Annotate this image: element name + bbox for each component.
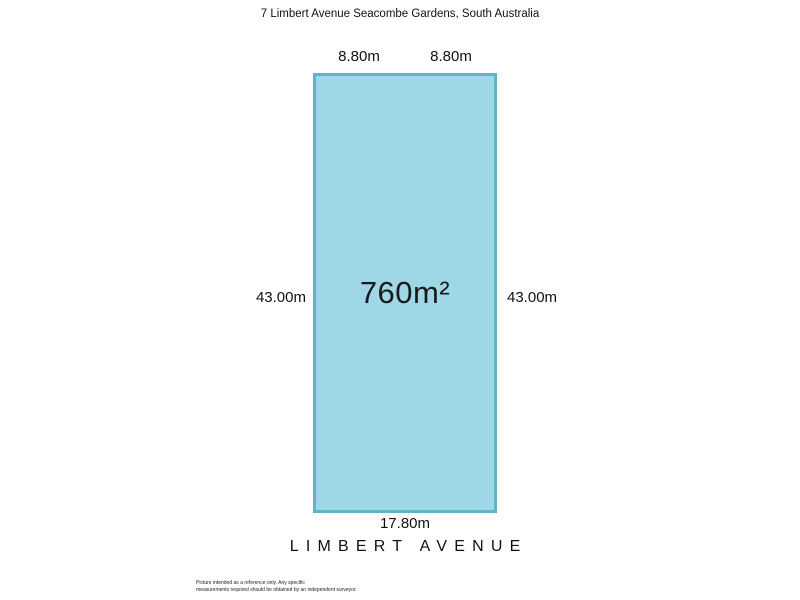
street-name-label: LIMBERT AVENUE bbox=[289, 538, 528, 555]
land-parcel-shape: 760m² bbox=[313, 73, 497, 513]
dimension-bottom-frontage: 17.80m bbox=[379, 515, 431, 532]
disclaimer-text: Picture intended as a reference only. An… bbox=[196, 580, 357, 594]
dimension-top-left: 8.80m bbox=[338, 48, 380, 65]
property-address-title: 7 Limbert Avenue Seacombe Gardens, South… bbox=[260, 8, 540, 20]
dimension-left-side: 43.00m bbox=[255, 289, 306, 306]
top-dimension-row: 8.80m 8.80m bbox=[313, 48, 497, 65]
parcel-area-label: 760m² bbox=[359, 275, 451, 310]
disclaimer-line-1: Picture intended as a reference only. An… bbox=[196, 580, 305, 586]
dimension-right-side: 43.00m bbox=[507, 289, 558, 306]
disclaimer-line-2: measurements required should be obtained… bbox=[196, 587, 357, 593]
dimension-top-right: 8.80m bbox=[430, 48, 472, 65]
